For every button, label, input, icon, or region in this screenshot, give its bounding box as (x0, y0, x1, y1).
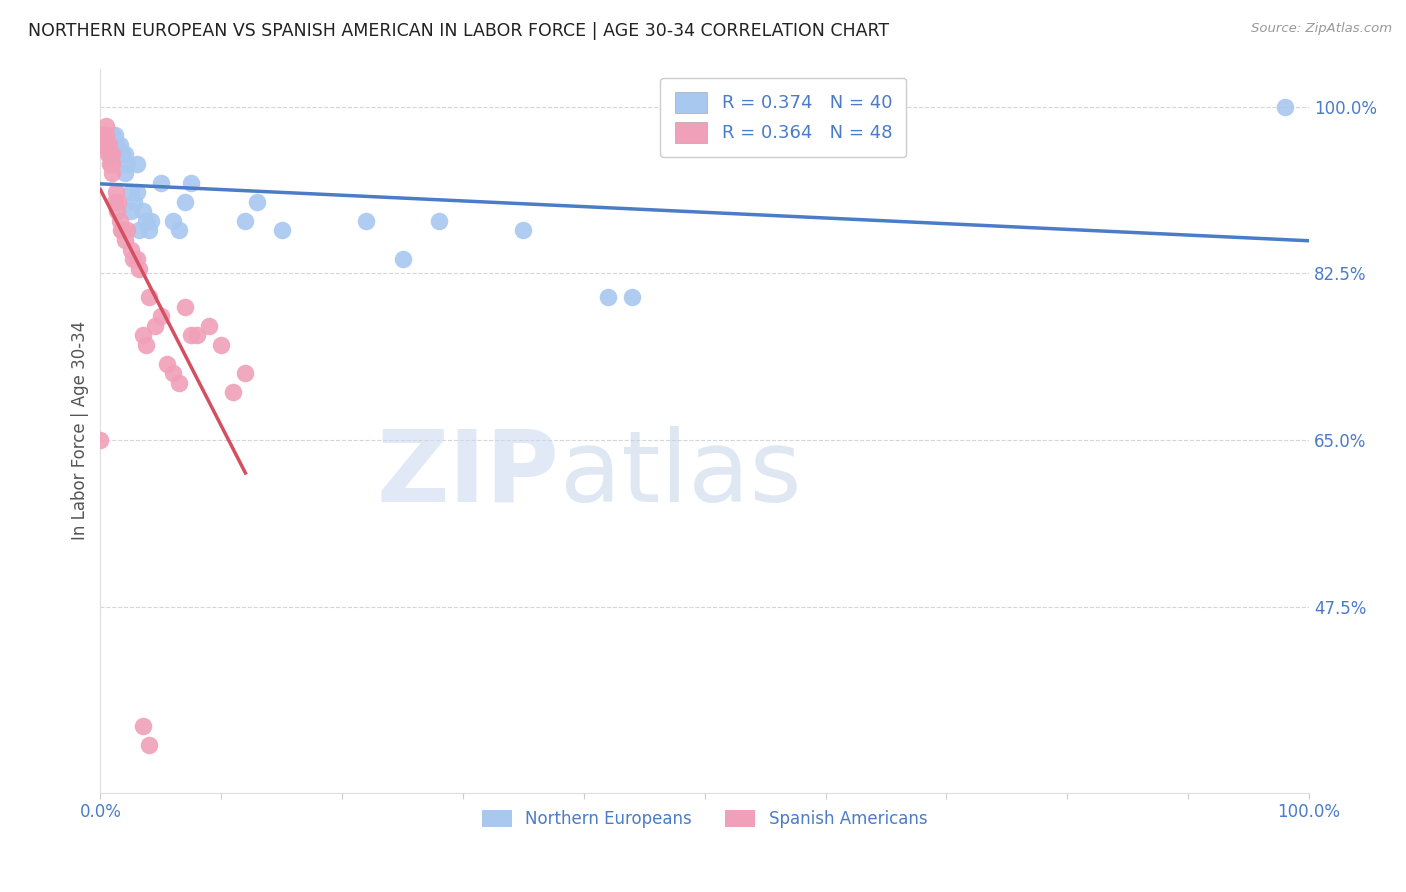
Point (131, 719, 153, 733)
Point (180, 328, 202, 343)
Point (122, 194, 145, 209)
Point (174, 300, 197, 314)
Point (135, 338, 157, 352)
Point (391, 252, 413, 266)
Point (115, 223, 138, 237)
Point (596, 290, 619, 304)
Point (143, 318, 166, 333)
Point (97, 137, 120, 152)
Point (93, 128, 115, 143)
Point (120, 186, 142, 200)
Point (186, 328, 208, 343)
Point (91, 128, 114, 143)
Point (621, 290, 644, 304)
Point (91, 128, 114, 143)
Point (94, 128, 117, 143)
Point (246, 194, 269, 209)
Point (104, 194, 127, 209)
Point (209, 338, 232, 352)
Point (427, 214, 450, 228)
Point (108, 214, 131, 228)
Point (138, 290, 160, 304)
Point (96, 137, 118, 152)
Point (235, 214, 257, 228)
Point (270, 223, 292, 237)
Point (198, 318, 221, 333)
Point (156, 357, 179, 371)
Point (105, 137, 128, 152)
Point (162, 214, 184, 228)
Point (96, 119, 118, 133)
Point (89, 433, 111, 447)
Point (114, 166, 136, 180)
Point (125, 186, 148, 200)
Point (107, 194, 129, 209)
Text: atlas: atlas (560, 425, 801, 523)
Point (128, 223, 150, 237)
Point (139, 214, 162, 228)
Text: ZIP: ZIP (377, 425, 560, 523)
Legend: Northern Europeans, Spanish Americans: Northern Europeans, Spanish Americans (475, 804, 934, 835)
Point (122, 252, 145, 266)
Point (97, 137, 120, 152)
Point (222, 385, 245, 400)
Point (111, 223, 134, 237)
Point (101, 137, 124, 152)
Point (101, 166, 124, 180)
Point (235, 367, 257, 381)
Point (105, 186, 128, 200)
Point (111, 147, 134, 161)
Point (97, 137, 120, 152)
Point (101, 147, 124, 161)
Point (98, 147, 121, 161)
Point (125, 157, 148, 171)
Text: Source: ZipAtlas.com: Source: ZipAtlas.com (1251, 22, 1392, 36)
Point (174, 194, 197, 209)
Point (138, 738, 160, 752)
Point (101, 157, 124, 171)
Point (91, 137, 114, 152)
Point (138, 223, 160, 237)
Point (98, 147, 121, 161)
Point (167, 223, 190, 237)
Point (101, 128, 124, 143)
Point (120, 243, 142, 257)
Point (115, 157, 138, 171)
Point (128, 261, 150, 276)
Point (162, 367, 184, 381)
Point (131, 328, 153, 343)
Point (135, 214, 157, 228)
Point (1274, 100, 1296, 114)
Point (356, 214, 378, 228)
Point (98, 157, 121, 171)
Point (149, 176, 172, 190)
Point (93, 137, 115, 152)
Point (89, 128, 111, 143)
Point (100, 157, 122, 171)
Point (108, 137, 131, 152)
Point (96, 128, 118, 143)
Point (149, 310, 172, 324)
Point (114, 233, 136, 247)
Point (512, 223, 534, 237)
Point (125, 252, 148, 266)
Point (110, 223, 132, 237)
Point (114, 147, 136, 161)
Point (167, 376, 190, 390)
Point (120, 204, 142, 219)
Point (97, 147, 120, 161)
Point (98, 137, 121, 152)
Point (180, 176, 202, 190)
Point (131, 204, 153, 219)
Point (94, 128, 117, 143)
Point (104, 128, 127, 143)
Text: NORTHERN EUROPEAN VS SPANISH AMERICAN IN LABOR FORCE | AGE 30-34 CORRELATION CHA: NORTHERN EUROPEAN VS SPANISH AMERICAN IN… (28, 22, 889, 40)
Point (105, 204, 128, 219)
Y-axis label: In Labor Force | Age 30-34: In Labor Force | Age 30-34 (72, 321, 89, 541)
